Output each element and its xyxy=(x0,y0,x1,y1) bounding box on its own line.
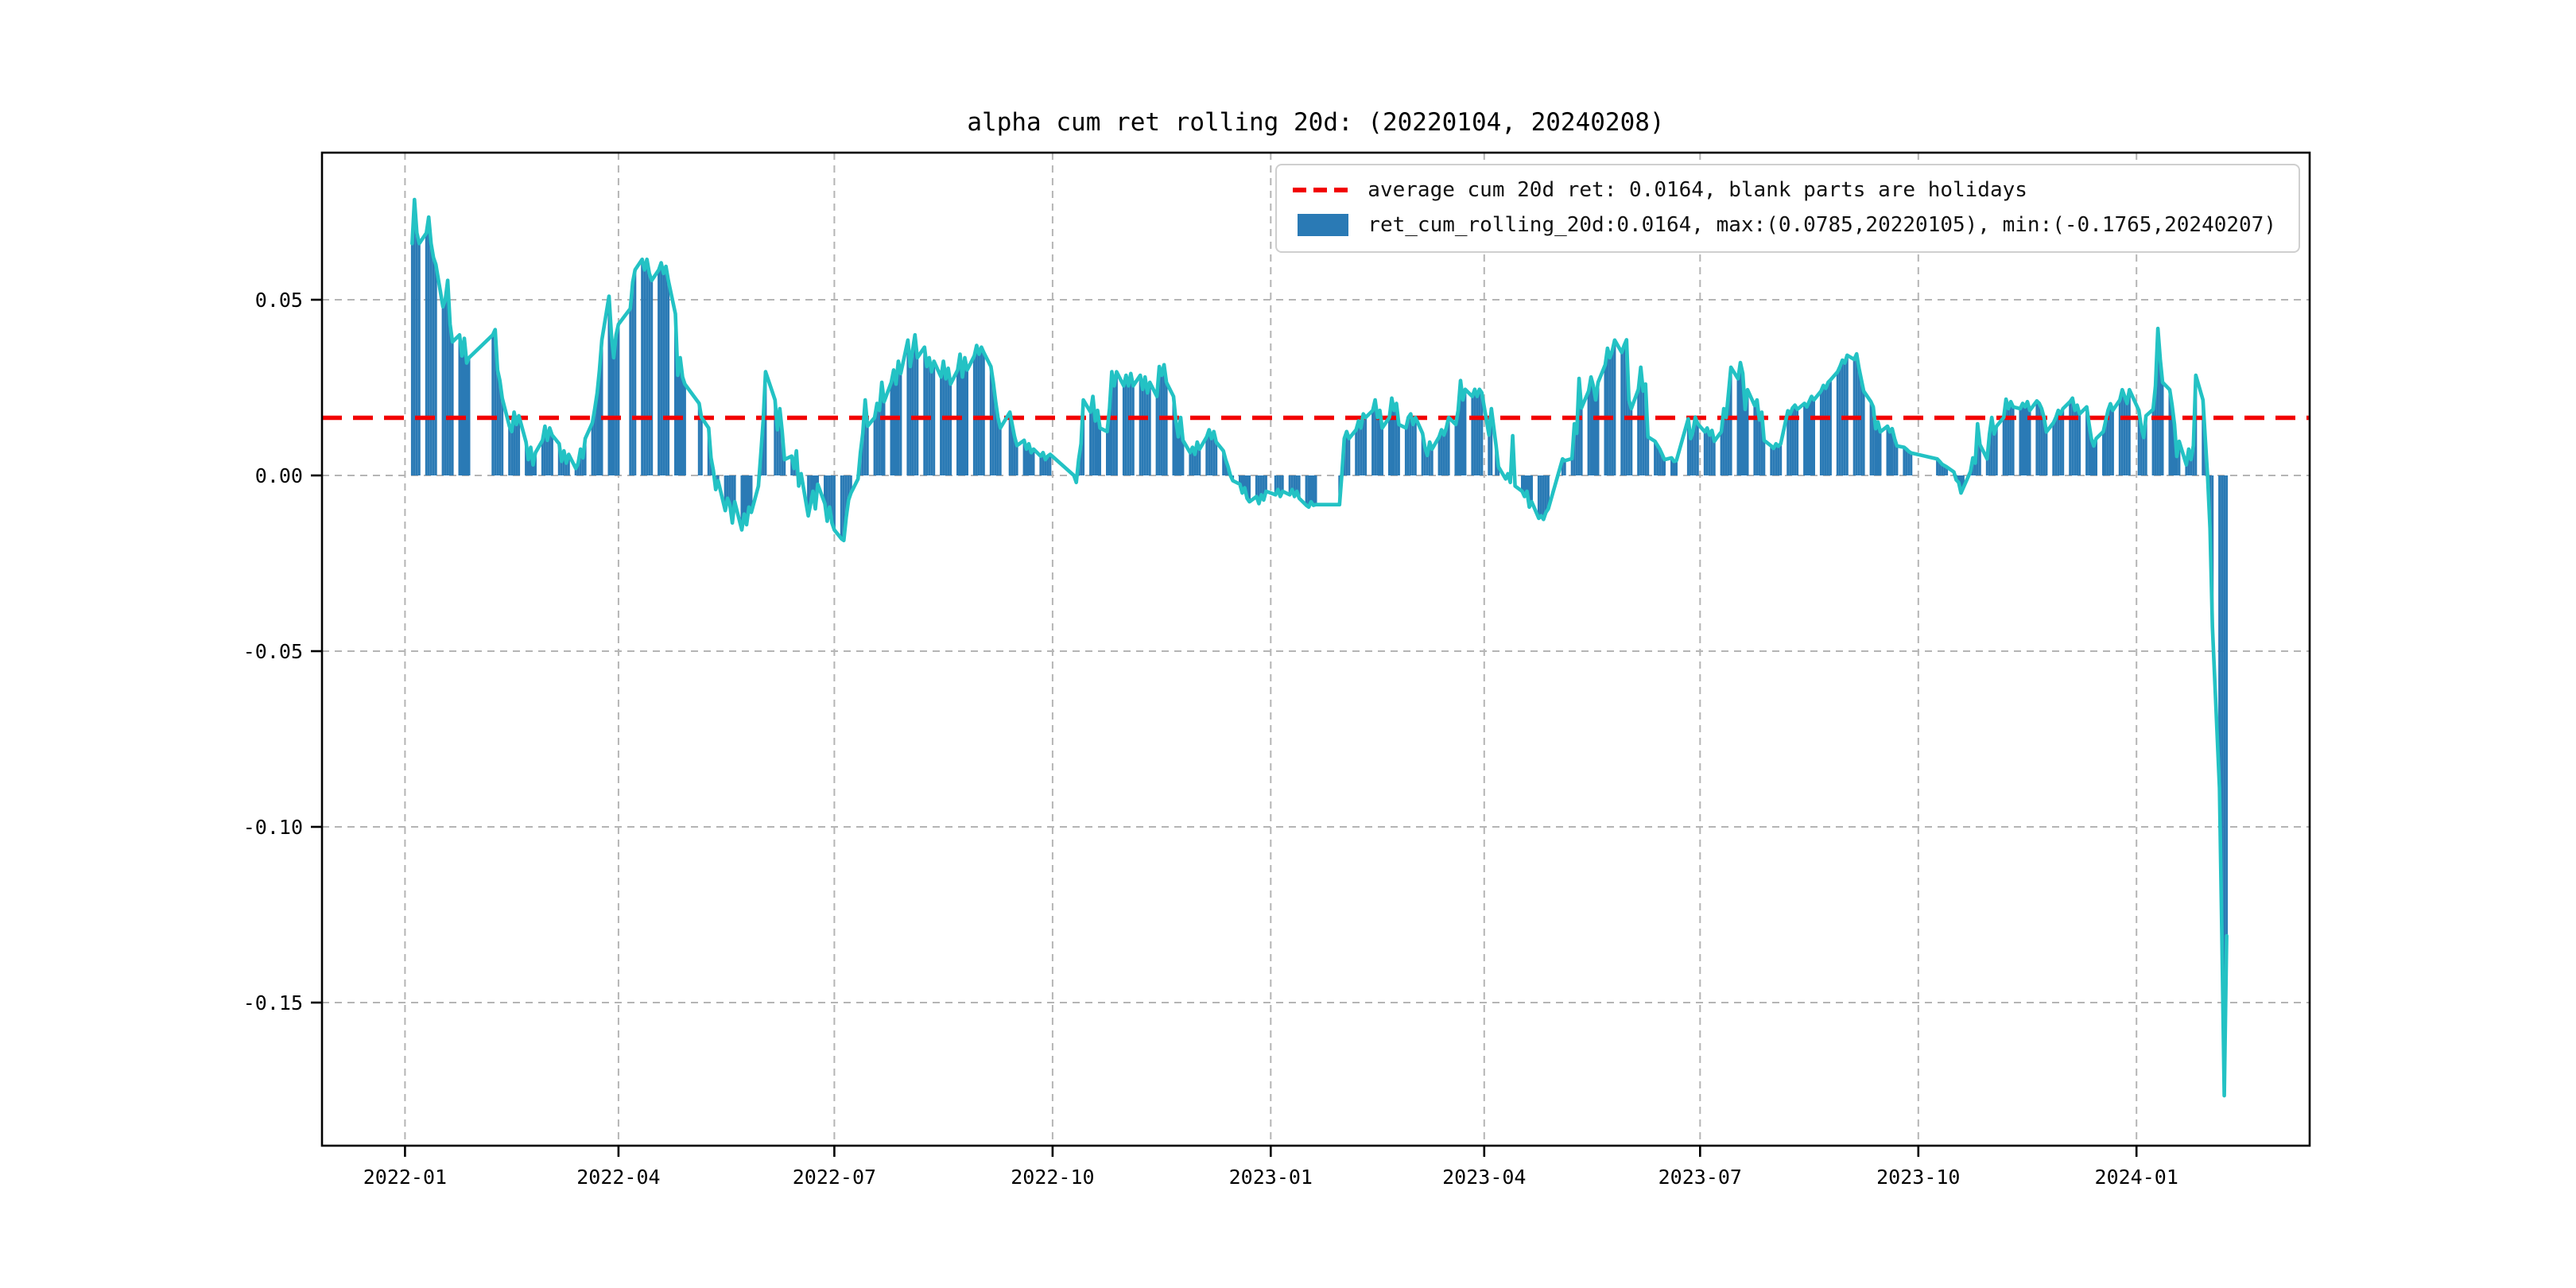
legend-item-series: ret_cum_rolling_20d:0.0164, max:(0.0785,… xyxy=(1293,213,2276,237)
x-axis-tick-label: 2022-07 xyxy=(793,1166,876,1189)
legend-series-label: ret_cum_rolling_20d:0.0164, max:(0.0785,… xyxy=(1368,213,2276,237)
line-series xyxy=(410,197,2229,1098)
x-axis-tick-label: 2022-10 xyxy=(1011,1166,1094,1189)
x-axis-tick-label: 2023-07 xyxy=(1658,1166,1742,1189)
y-axis-tick-label: 0.00 xyxy=(255,464,303,487)
x-axis-tick-label: 2023-01 xyxy=(1229,1166,1313,1189)
bars-series xyxy=(410,200,2229,1096)
legend-item-mean: average cum 20d ret: 0.0164, blank parts… xyxy=(1293,178,2276,202)
x-axis-tick-label: 2024-01 xyxy=(2095,1166,2178,1189)
plot-border xyxy=(320,151,2311,1147)
y-axis-tick-label: -0.15 xyxy=(243,991,303,1014)
red-dashed-line-icon xyxy=(1293,188,1354,192)
x-axis-tick-label: 2023-10 xyxy=(1876,1166,1960,1189)
gridlines xyxy=(322,153,2310,1146)
blue-bar-swatch-icon xyxy=(1298,214,1349,236)
tick-marks xyxy=(311,298,2138,1157)
chart-title: alpha cum ret rolling 20d: (20220104, 20… xyxy=(967,108,1665,137)
y-axis-tick-label: 0.05 xyxy=(255,289,303,312)
x-axis-tick-label: 2022-01 xyxy=(363,1166,447,1189)
x-axis-tick-label: 2022-04 xyxy=(576,1166,660,1189)
legend-mean-label: average cum 20d ret: 0.0164, blank parts… xyxy=(1368,178,2027,202)
tick-labels: 2022-01 2022-04 2022-07 2022-10 2023-01 2023-… xyxy=(243,289,2178,1189)
y-axis-tick-label: -0.05 xyxy=(243,640,303,663)
legend: average cum 20d ret: 0.0164, blank parts… xyxy=(1275,164,2300,253)
y-axis-tick-label: -0.10 xyxy=(243,816,303,839)
x-axis-tick-label: 2023-04 xyxy=(1442,1166,1526,1189)
